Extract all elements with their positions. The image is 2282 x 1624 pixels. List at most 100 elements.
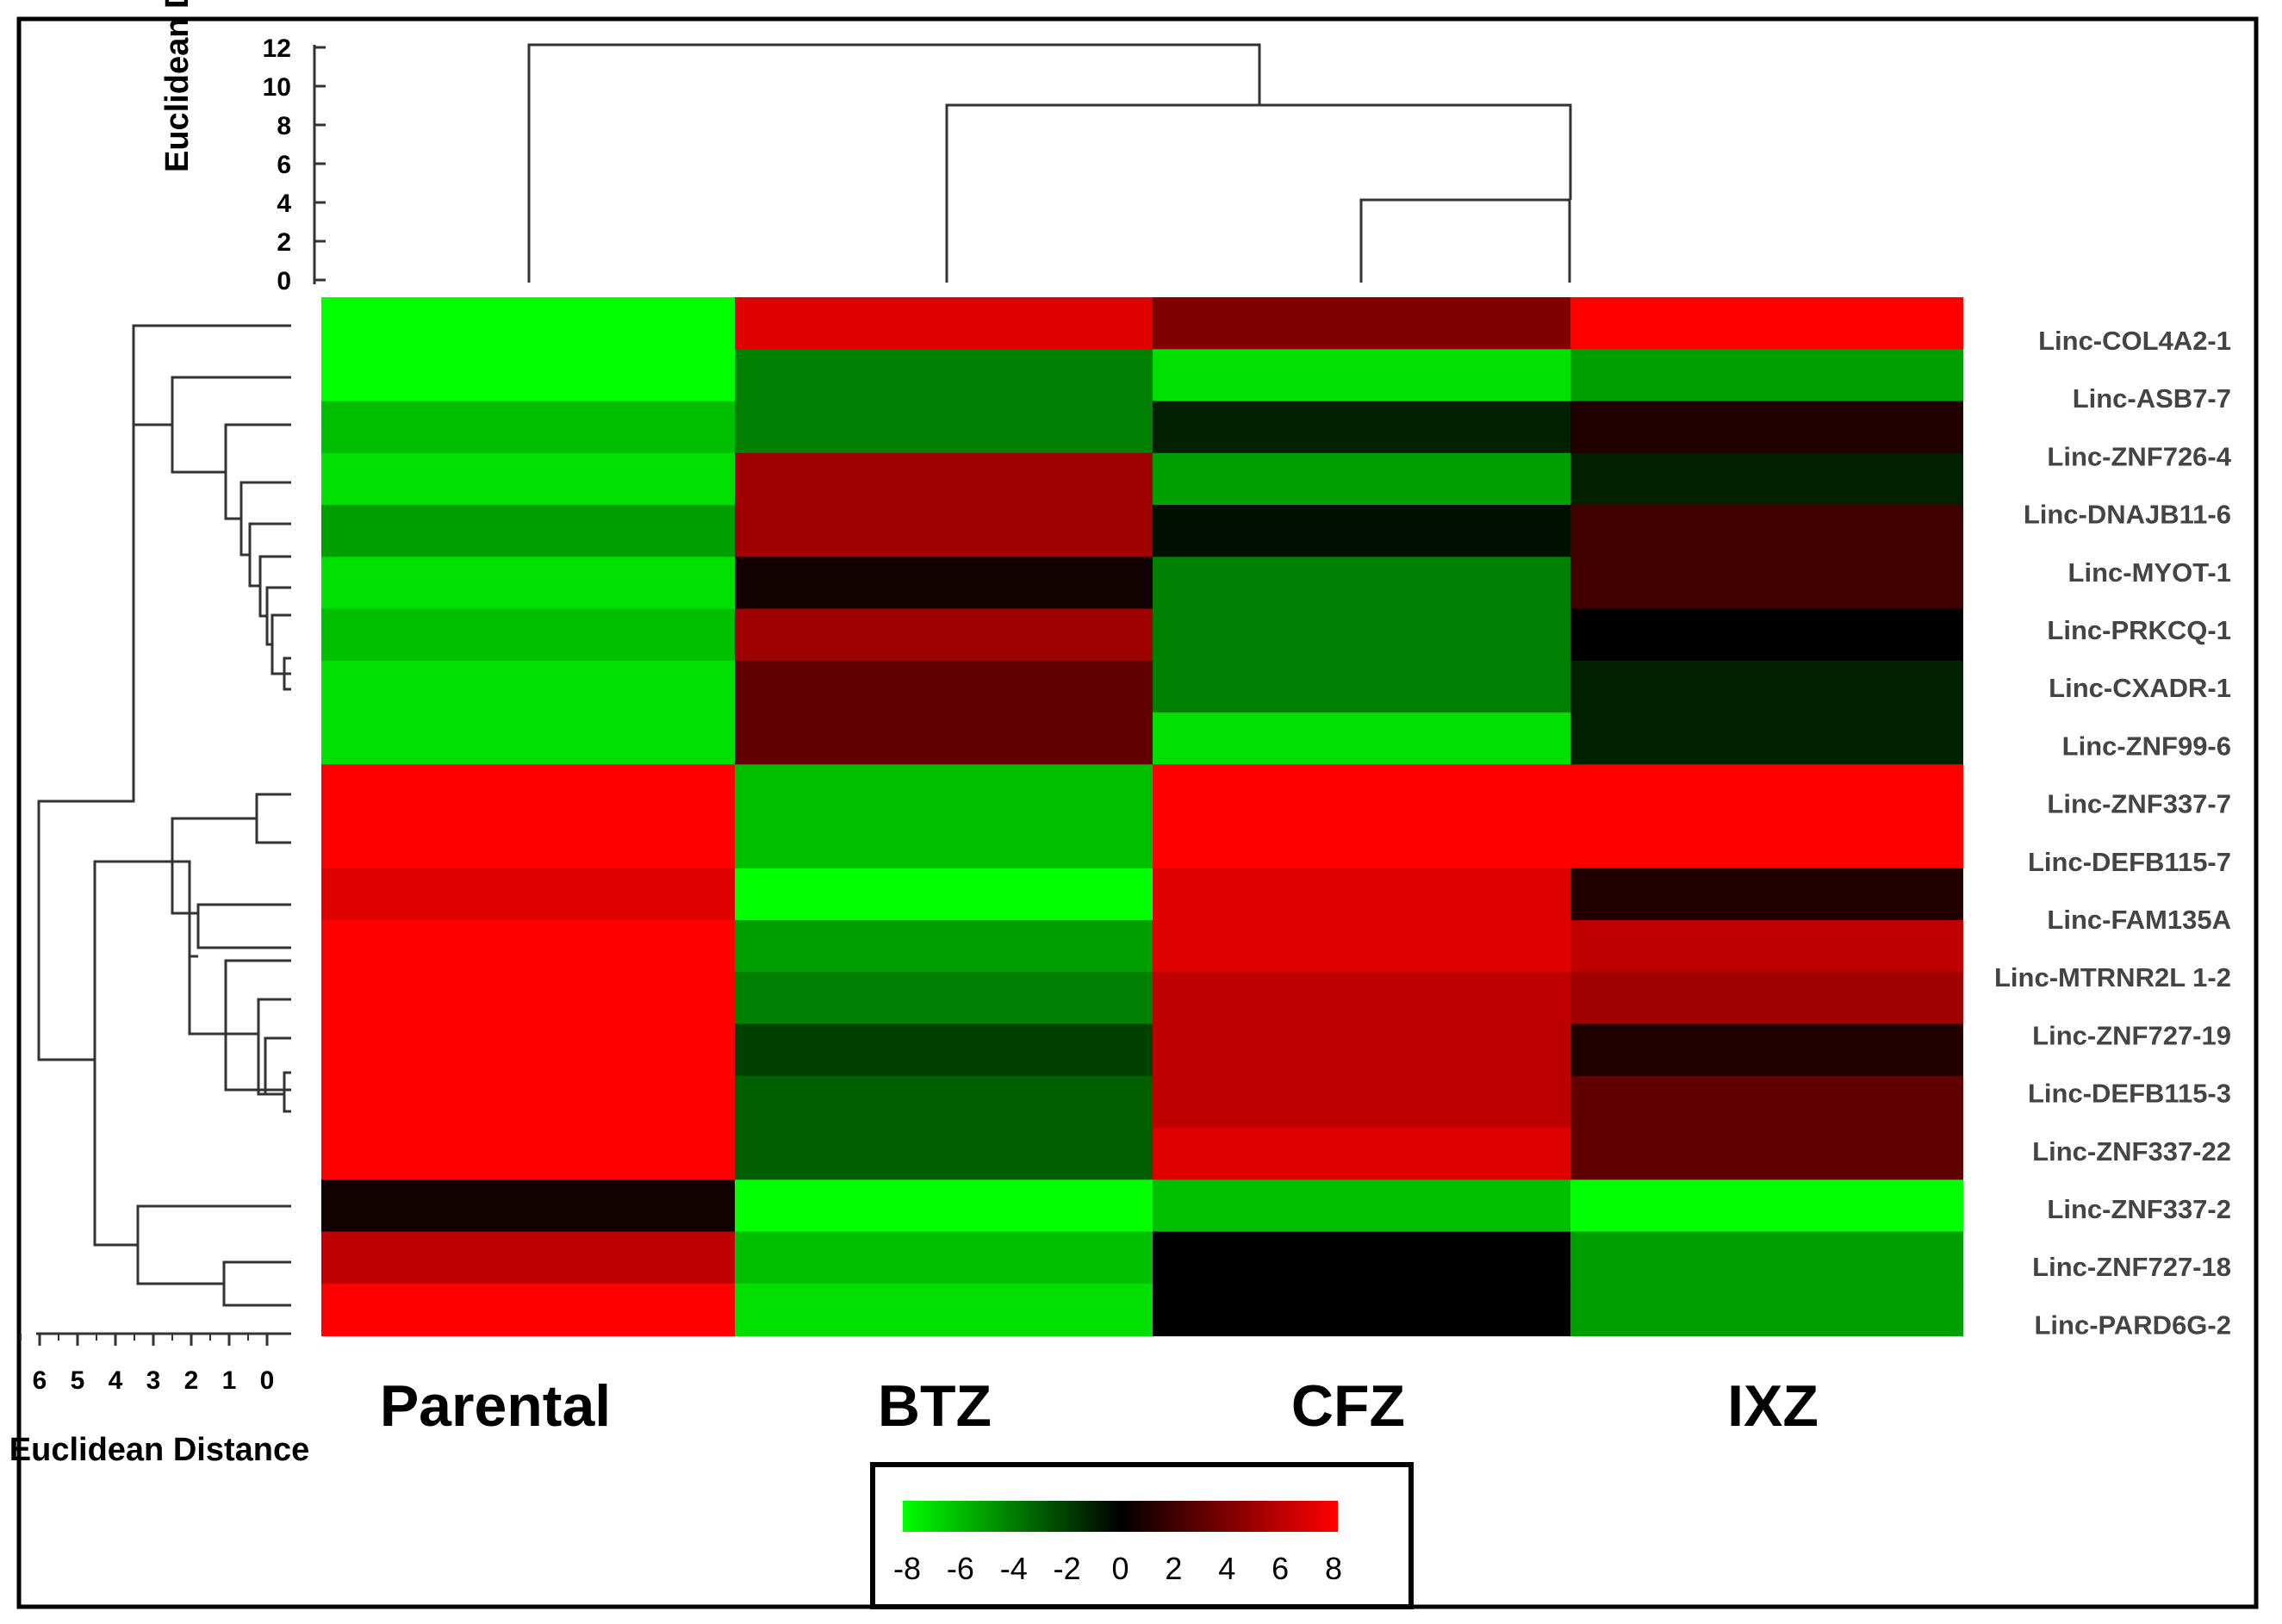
- heatmap-cell: [1153, 972, 1571, 1025]
- heatmap-cell: [1153, 1179, 1571, 1233]
- heatmap-cell: [321, 868, 736, 922]
- heatmap-cell: [735, 1024, 1153, 1077]
- heatmap-cell: [735, 660, 1153, 714]
- heatmap-cell: [1570, 401, 1963, 454]
- left-dendro-branch: [132, 324, 291, 426]
- top-dendrogram: [527, 43, 1572, 283]
- column-label: CFZ: [1291, 1373, 1405, 1439]
- heatmap-cell: [1153, 1283, 1571, 1337]
- row-label: Linc-ZNF337-22: [2032, 1136, 2231, 1167]
- heatmap-cell: [1570, 557, 1963, 610]
- heatmap-cell: [1570, 868, 1963, 922]
- heatmap-cell: [321, 920, 736, 974]
- row-label: Linc-ZNF99-6: [2062, 731, 2231, 761]
- heatmap-cell: [735, 1231, 1153, 1285]
- column-label: BTZ: [878, 1373, 992, 1439]
- heatmap-cell: [1153, 1024, 1571, 1077]
- left-axis-tick-label: 1: [222, 1366, 237, 1395]
- heatmap-cell: [735, 816, 1153, 869]
- top-axis-tick-label: 4: [277, 190, 291, 218]
- top-axis-tick-label: 10: [263, 73, 291, 102]
- heatmap-cell: [321, 557, 736, 610]
- colorbar-tick-label: -8: [893, 1551, 921, 1586]
- row-label: Linc-PRKCQ-1: [2047, 615, 2231, 645]
- heatmap-cell: [1153, 401, 1571, 454]
- heatmap-cell: [321, 505, 736, 558]
- heatmap-cell: [1153, 1231, 1571, 1285]
- left-axis-tick-label: 2: [184, 1366, 199, 1395]
- row-label: Linc-DNAJB11-6: [2024, 500, 2231, 530]
- heatmap-cell: [735, 712, 1153, 766]
- left-dendro-branch: [248, 522, 291, 588]
- heatmap-cell: [1153, 505, 1571, 558]
- top-dendro-branch: [1359, 198, 1571, 283]
- heatmap-cell: [1570, 297, 1963, 351]
- colorbar-tick-label: -6: [947, 1551, 974, 1586]
- heatmap-cell: [321, 1075, 736, 1129]
- top-axis-label: Euclidean Distance: [159, 0, 196, 172]
- left-dendro-branch: [136, 1204, 291, 1285]
- heatmap-cell: [321, 660, 736, 714]
- heatmap-cell: [1153, 660, 1571, 714]
- heatmap-cell: [1570, 349, 1963, 402]
- left-axis-tick-label: 4: [109, 1366, 123, 1395]
- left-dendro-branch: [224, 423, 291, 520]
- top-axis-tick-label: 8: [277, 112, 291, 140]
- heatmap-cell: [1153, 920, 1571, 974]
- top-axis-tick-label: 2: [277, 228, 291, 257]
- heatmap-cell: [1570, 712, 1963, 766]
- row-label: Linc-COL4A2-1: [2038, 326, 2231, 356]
- left-dendrogram: [37, 324, 291, 1307]
- colorbar-tick-label: 8: [1325, 1551, 1342, 1586]
- row-label: Linc-CXADR-1: [2049, 673, 2231, 703]
- row-label: Linc-DEFB115-7: [2028, 847, 2231, 877]
- heatmap-cell: [735, 297, 1153, 351]
- heatmap-cell: [1153, 349, 1571, 402]
- heatmap-cell: [321, 972, 736, 1025]
- row-label: Linc-ZNF337-7: [2047, 789, 2231, 819]
- column-label: IXZ: [1727, 1373, 1819, 1439]
- column-label: Parental: [380, 1373, 611, 1439]
- top-dendro-branch: [945, 103, 1572, 283]
- heatmap-cell: [735, 505, 1153, 558]
- heatmap-cell: [1570, 608, 1963, 662]
- heatmap-cell: [321, 1231, 736, 1285]
- heatmap-cell: [321, 1179, 736, 1233]
- heatmap-cell: [735, 1179, 1153, 1233]
- heatmap-cell: [1153, 1128, 1571, 1181]
- colorbar-tick-label: 4: [1218, 1551, 1235, 1586]
- heatmap-cell: [735, 1283, 1153, 1337]
- left-dendro-branch: [257, 998, 291, 1096]
- row-label: Linc-ZNF727-19: [2032, 1020, 2231, 1050]
- left-dendro-branch: [37, 377, 135, 1061]
- heatmap-cell: [1570, 452, 1963, 507]
- row-label: Linc-MTRNR2L 1-2: [1994, 962, 2231, 992]
- row-label: Linc-ZNF727-18: [2032, 1252, 2231, 1282]
- row-label: Linc-PARD6G-2: [2034, 1310, 2231, 1340]
- left-dendro-branch: [93, 860, 191, 1247]
- row-label: Linc-ZNF726-4: [2047, 441, 2231, 471]
- heatmap-cell: [1153, 608, 1571, 662]
- heatmap-cell: [735, 868, 1153, 922]
- heatmap-cell: [321, 1024, 736, 1077]
- heatmap-cell: [321, 1128, 736, 1181]
- heatmap-cell: [1570, 972, 1963, 1025]
- top-dendro-branch: [527, 43, 1261, 283]
- heatmap-cell: [1570, 1075, 1963, 1129]
- left-dendro-branch: [264, 1036, 291, 1094]
- left-axis-tick-label: 6: [33, 1366, 47, 1395]
- heatmap-cells: [321, 297, 1963, 1337]
- heatmap-cell: [735, 1128, 1153, 1181]
- heatmap-cell: [735, 557, 1153, 610]
- left-dendro-branch: [255, 793, 291, 844]
- heatmap-cell: [1153, 868, 1571, 922]
- top-axis-label-line: Euclidean Distance: [159, 0, 196, 172]
- colorbar-ticks: -8 -6 -4 -2 0 2 4 6 8: [893, 1551, 1342, 1586]
- colorbar-tick-label: 2: [1165, 1551, 1182, 1586]
- row-label: Linc-FAM135A: [2047, 905, 2231, 935]
- top-axis-tick-label: 0: [277, 267, 291, 296]
- heatmap-cell: [1570, 660, 1963, 714]
- heatmap-cell: [1153, 1075, 1571, 1129]
- heatmap-cell: [321, 816, 736, 869]
